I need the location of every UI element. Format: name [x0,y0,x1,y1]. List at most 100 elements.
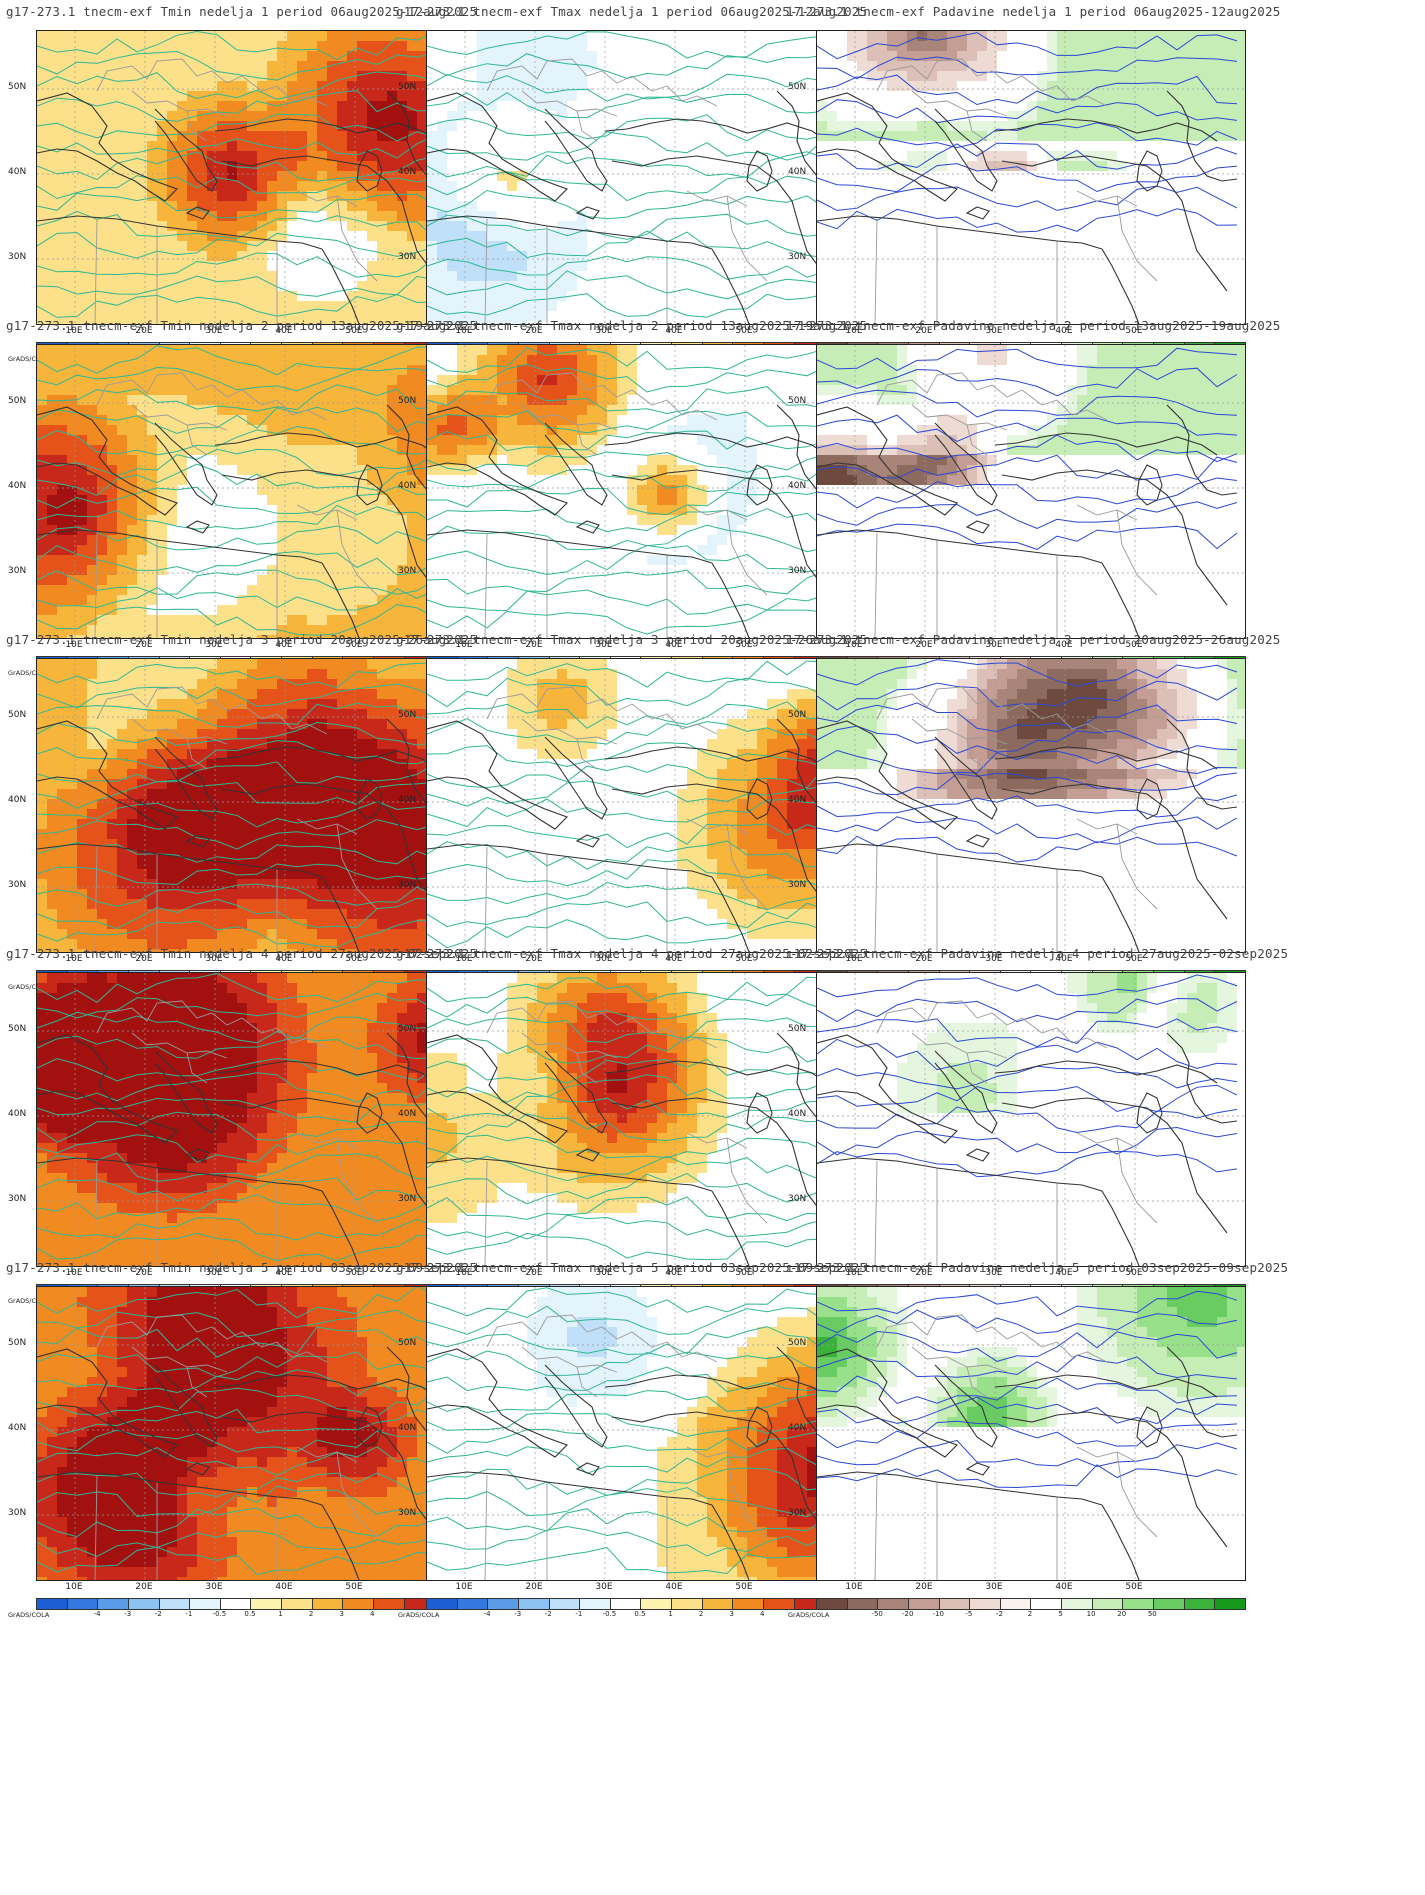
latitude-tick-label: 50N [788,396,807,406]
colorbar-swatch [1062,1599,1093,1609]
colorbar-label: -5 [965,1610,973,1618]
colorbar-swatch [970,1599,1001,1609]
longitude-tick-label: 50E [735,1582,753,1592]
colorbar-swatch [427,1599,458,1609]
longitude-tick-label: 40E [665,326,683,336]
colorbar-label: -0.5 [212,1610,227,1618]
latitude-tick-label: 40N [788,481,807,491]
colorbar-label: 1 [278,1610,283,1618]
longitude-tick-label: 10E [65,326,83,336]
colorbar-label: 2 [308,1610,314,1618]
longitude-tick-label: 50E [735,954,753,964]
latitude-tick-label: 40N [398,1423,417,1433]
longitude-tick-label: 40E [1055,1268,1073,1278]
colorbar-label: -4 [483,1610,491,1618]
longitude-tick-label: 50E [1125,640,1143,650]
map-panel: g17-273.1 tnecm-exf Tmin nedelja 3 perio… [4,632,478,1007]
map-plot-area [816,1286,1246,1581]
colorbar-label: 0.5 [244,1610,256,1618]
colorbar-label: 2 [698,1610,704,1618]
map-panel: g17-273.1 tnecm-exf Tmax nedelja 5 perio… [394,1260,867,1635]
panel-title: ı17-273.1 tnecm-exf Padavine nedelja 4 p… [786,946,1289,961]
longitude-tick-label: 40E [665,640,683,650]
longitude-tick-label: 30E [595,1268,613,1278]
colorbar-label: -20 [901,1610,914,1618]
map-plot-area [426,972,856,1267]
colorbar-swatch [128,1599,160,1609]
colorbar-swatch [312,1599,344,1609]
longitude-tick-label: 10E [65,1582,83,1592]
map-plot-area [426,344,856,639]
colorbar-swatch [67,1599,99,1609]
map-plot-area [816,344,1246,639]
colorbar-swatch [764,1599,795,1609]
colorbar-swatch [488,1599,519,1609]
grads-credit: GrADS/COLA [398,1611,440,1619]
grads-credit: GrADS/COLA [8,983,50,991]
colorbar-swatch [939,1599,971,1609]
longitude-tick-label: 10E [845,640,863,650]
longitude-tick-label: 40E [1055,1582,1073,1592]
latitude-tick-label: 30N [398,566,417,576]
longitude-tick-label: 10E [65,1268,83,1278]
map-panel: 17-273.1 tnecm-exf Padavine nedelja 1 pe… [784,4,1280,379]
map-plot-area [426,30,856,325]
colorbar-label: 0.5 [634,1610,646,1618]
longitude-tick-label: 20E [135,1582,153,1592]
latitude-tick-label: 30N [8,252,27,262]
longitude-tick-label: 10E [845,1582,863,1592]
colorbar-label: 4 [370,1610,375,1618]
map-plot-area [36,658,466,953]
longitude-tick-label: 30E [985,1268,1003,1278]
longitude-tick-label: 50E [735,326,753,336]
longitude-tick-label: 30E [595,1582,613,1592]
colorbar-swatch [343,1599,375,1609]
longitude-tick-label: 30E [595,954,613,964]
colorbar-label: -2 [154,1610,162,1618]
colorbar-label: -1 [575,1610,583,1618]
longitude-tick-label: 10E [455,640,473,650]
latitude-tick-label: 30N [8,880,27,890]
panel-title: 17-273.1 tnecm-exf Padavine nedelja 1 pe… [786,4,1281,19]
latitude-tick-label: 30N [398,880,417,890]
longitude-tick-label: 40E [1055,954,1073,964]
latitude-tick-label: 40N [8,795,27,805]
colorbar-swatch [672,1599,703,1609]
colorbar-label: -10 [932,1610,944,1618]
longitude-tick-label: 20E [915,954,933,964]
colorbar-label: -4 [93,1610,101,1618]
latitude-tick-label: 50N [8,396,27,406]
latitude-tick-label: 30N [788,1194,807,1204]
colorbar-swatch [251,1599,283,1609]
longitude-tick-label: 50E [1125,1582,1143,1592]
colorbar-label: -3 [124,1610,132,1618]
colorbar-swatch [457,1599,489,1609]
latitude-tick-label: 50N [8,82,27,92]
grads-credit: GrADS/COLA [788,1611,830,1619]
colorbar-swatch [1031,1599,1063,1609]
colorbar-label: -2 [544,1610,552,1618]
colorbar-label: -0.5 [602,1610,617,1618]
map-panel: g17-273.1 tnecm-exf Tmax nedelja 2 perio… [394,318,867,693]
longitude-tick-label: 10E [455,1582,473,1592]
longitude-tick-label: 30E [985,326,1003,336]
latitude-tick-label: 40N [788,1423,807,1433]
latitude-tick-label: 50N [788,82,807,92]
longitude-tick-label: 10E [845,1268,863,1278]
latitude-tick-label: 40N [398,795,417,805]
colorbar-label: 3 [339,1610,344,1618]
longitude-tick-label: 40E [665,1268,683,1278]
colorbar-swatch [220,1599,252,1609]
longitude-tick-label: 40E [1055,326,1073,336]
panel-title: g17-273.1 tnecm-exf Tmin nedelja 1 perio… [6,4,478,19]
longitude-tick-label: 50E [345,326,363,336]
latitude-tick-label: 50N [8,1338,27,1348]
latitude-tick-label: 30N [788,1508,807,1518]
panel-title: g17-273.1 tnecm-exf Tmin nedelja 3 perio… [6,632,478,647]
latitude-tick-label: 50N [398,1338,417,1348]
longitude-tick-label: 30E [205,1268,223,1278]
colorbar-swatch [98,1599,129,1609]
map-panel: g17-273.1 tnecm-exf Tmin nedelja 2 perio… [4,318,477,693]
longitude-tick-label: 50E [1125,1268,1143,1278]
latitude-tick-label: 50N [788,710,807,720]
